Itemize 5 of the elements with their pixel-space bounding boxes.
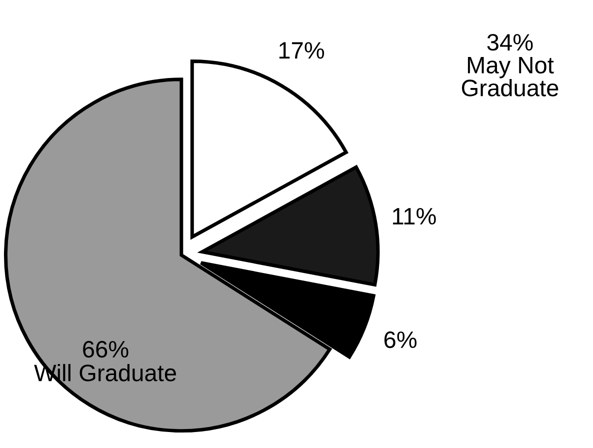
data-label: 17%: [279, 42, 324, 59]
data-label: 11%: [393, 208, 436, 225]
data-label: 6%: [384, 331, 417, 348]
text: 34% May Not Graduate: [462, 34, 558, 96]
data-label: 66%: [83, 340, 128, 358]
